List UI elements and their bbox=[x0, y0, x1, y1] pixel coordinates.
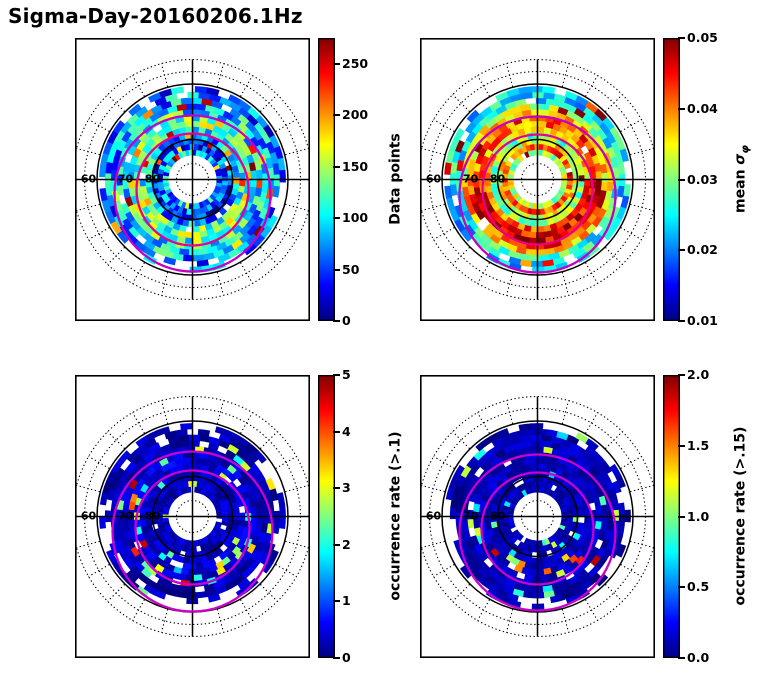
colorbar-label-symbol: σ bbox=[732, 153, 749, 165]
colorbar-tick-label: 0.04 bbox=[678, 100, 718, 116]
colorbar-tick-label: 0 bbox=[333, 313, 351, 328]
colorbar-tick-label: 0.02 bbox=[678, 242, 718, 258]
colorbar-tick-label: 0.0 bbox=[677, 650, 710, 665]
colorbar-mean-sigma-phi bbox=[663, 38, 680, 321]
colorbar-label-text: mean bbox=[732, 164, 749, 213]
colorbar-label-data-points: Data points bbox=[388, 133, 407, 225]
colorbar-label-occurrence-rate-gt-0p15: occurrence rate (>.15) bbox=[733, 427, 752, 606]
polar-heatmap-mean-sigma-phi bbox=[420, 38, 655, 321]
polar-heatmap-occurrence-rate-gt-0p15 bbox=[420, 375, 655, 658]
colorbar-tick-label: 2.0 bbox=[677, 367, 710, 382]
colorbar-occurrence-rate-gt-0p15 bbox=[663, 375, 680, 658]
colorbar-tick-label: 250 bbox=[332, 55, 369, 71]
colorbar-tick-label: 5 bbox=[333, 367, 351, 382]
colorbar-label-occurrence-rate-gt-0p1: occurrence rate (>.1) bbox=[388, 431, 407, 600]
polar-heatmap-data-points bbox=[75, 38, 310, 321]
colorbar-tick-label: 0 bbox=[333, 650, 351, 665]
polar-heatmap-occurrence-rate-gt-0p1 bbox=[75, 375, 310, 658]
colorbar-label-text: occurrence rate (>.15) bbox=[732, 426, 749, 606]
colorbar-tick-label: 0.01 bbox=[678, 313, 718, 328]
colorbar-label-text: Data points bbox=[387, 133, 404, 225]
colorbar-data-points bbox=[318, 38, 335, 321]
colorbar-tick-label: 150 bbox=[332, 158, 369, 174]
panel-occurrence-rate-gt-0p15: 0.0 0.5 1.0 1.5 2.0 occurrence rate (>.15) bbox=[420, 367, 759, 665]
colorbar-tick-label: 1 bbox=[333, 593, 351, 609]
colorbar-label-mean-sigma-phi: mean σφ bbox=[733, 145, 752, 213]
panel-mean-sigma-phi: 0.01 0.02 0.03 0.04 0.05 mean σφ bbox=[420, 30, 759, 328]
colorbar-label-subscript: φ bbox=[738, 145, 752, 154]
colorbar-tick-label: 3 bbox=[333, 480, 351, 496]
colorbar-tick-label: 1.5 bbox=[677, 437, 710, 453]
colorbar-tick-label: 0.05 bbox=[678, 30, 718, 45]
colorbar-tick-label: 0.5 bbox=[677, 579, 710, 595]
colorbar-tick-label: 2 bbox=[333, 536, 351, 552]
figure-title: Sigma-Day-20160206.1Hz bbox=[8, 4, 303, 28]
colorbar-tick-label: 50 bbox=[332, 261, 360, 277]
colorbar-tick-label: 0.03 bbox=[678, 171, 718, 187]
colorbar-tick-label: 200 bbox=[332, 107, 369, 123]
colorbar-tick-label: 4 bbox=[333, 423, 351, 439]
colorbar-tick-label: 1.0 bbox=[677, 508, 710, 524]
colorbar-tick-label: 100 bbox=[332, 210, 369, 226]
panel-data-points: 0 50 100 150 200 250 Data points bbox=[75, 38, 415, 328]
panel-occurrence-rate-gt-0p1: 0 1 2 3 4 5 occurrence rate (>.1) bbox=[75, 367, 415, 665]
colorbar-label-text: occurrence rate (>.1) bbox=[387, 431, 404, 601]
colorbar-occurrence-rate-gt-0p1 bbox=[318, 375, 335, 658]
